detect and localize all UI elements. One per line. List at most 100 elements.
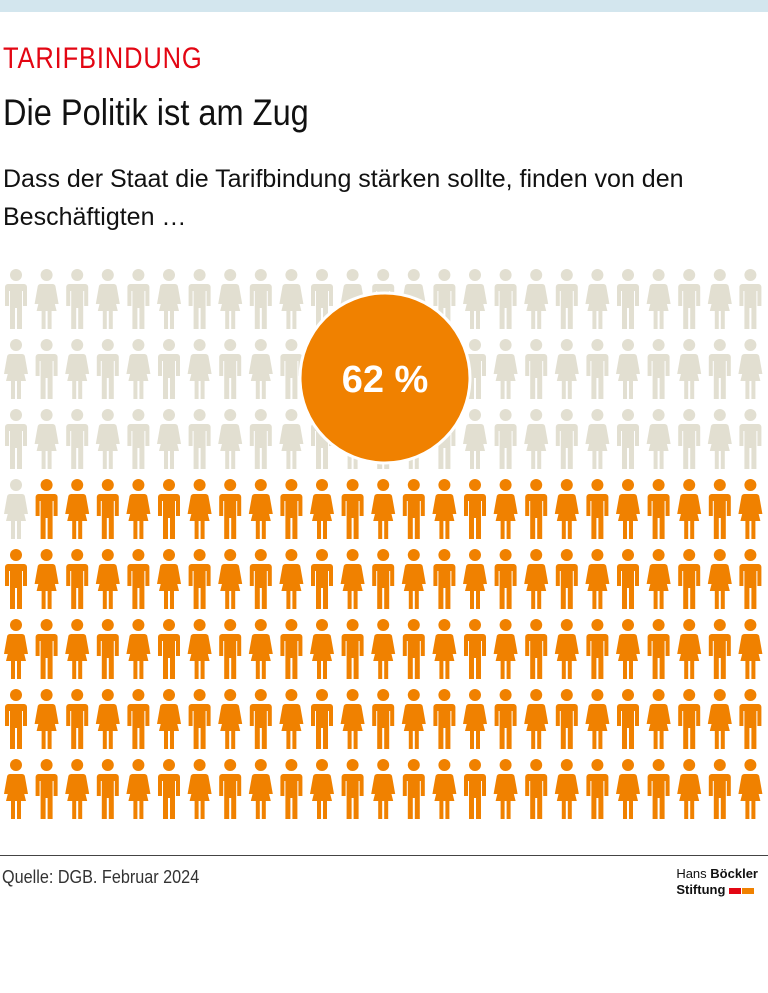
icon-head bbox=[346, 479, 359, 491]
icon-body bbox=[586, 634, 609, 679]
icon-head bbox=[469, 689, 481, 701]
icon-body bbox=[707, 424, 732, 469]
icon-filled bbox=[372, 549, 395, 609]
icon-head bbox=[622, 479, 634, 491]
icon-body bbox=[738, 354, 763, 399]
icon-filled bbox=[34, 549, 59, 609]
icon-head bbox=[530, 759, 543, 771]
icon-body bbox=[157, 564, 181, 609]
icon-body bbox=[218, 424, 243, 469]
icon-filled bbox=[311, 549, 333, 609]
icon-body bbox=[34, 704, 59, 749]
icon-filled bbox=[35, 619, 58, 679]
icon-filled bbox=[127, 549, 150, 609]
icon-head bbox=[132, 689, 145, 701]
icon-body bbox=[157, 284, 181, 329]
icon-body bbox=[219, 774, 242, 819]
icon-head bbox=[683, 549, 696, 561]
icon-filled bbox=[372, 689, 395, 749]
icon-filled bbox=[464, 619, 486, 679]
icon-empty bbox=[585, 409, 610, 469]
icon-body bbox=[249, 704, 272, 749]
icon-empty bbox=[157, 269, 181, 329]
icon-head bbox=[469, 409, 481, 421]
icon-head bbox=[377, 269, 390, 281]
icon-head bbox=[622, 619, 634, 631]
icon-empty bbox=[739, 269, 762, 329]
icon-head bbox=[683, 269, 696, 281]
icon-filled bbox=[493, 759, 518, 819]
icon-body bbox=[187, 774, 212, 819]
icon-head bbox=[10, 619, 22, 631]
icon-filled bbox=[279, 549, 304, 609]
icon-empty bbox=[279, 409, 304, 469]
icon-head bbox=[683, 619, 696, 631]
icon-body bbox=[433, 704, 456, 749]
icon-body bbox=[372, 564, 395, 609]
icon-body bbox=[585, 284, 610, 329]
icon-filled bbox=[463, 549, 487, 609]
icon-head bbox=[560, 549, 573, 561]
icon-filled bbox=[524, 549, 549, 609]
icon-head bbox=[713, 619, 726, 631]
icon-empty bbox=[617, 269, 639, 329]
rule bbox=[0, 855, 768, 856]
icon-body bbox=[707, 704, 732, 749]
icon-filled bbox=[432, 479, 457, 539]
icon-filled bbox=[647, 619, 670, 679]
icon-head bbox=[132, 549, 145, 561]
icon-filled bbox=[280, 479, 303, 539]
icon-filled bbox=[432, 619, 457, 679]
icon-head bbox=[744, 479, 757, 491]
icon-head bbox=[407, 619, 420, 631]
icon-body bbox=[248, 774, 273, 819]
icon-head bbox=[560, 269, 573, 281]
icon-filled bbox=[585, 549, 610, 609]
icon-filled bbox=[617, 549, 639, 609]
icon-head bbox=[224, 689, 237, 701]
icon-body bbox=[493, 774, 518, 819]
icon-body bbox=[708, 354, 731, 399]
icon-body bbox=[218, 704, 243, 749]
icon-body bbox=[188, 564, 211, 609]
icon-filled bbox=[371, 619, 396, 679]
icon-body bbox=[646, 704, 671, 749]
icon-filled bbox=[249, 549, 272, 609]
icon-head bbox=[713, 409, 726, 421]
icon-body bbox=[279, 704, 304, 749]
icon-head bbox=[316, 269, 328, 281]
icon-empty bbox=[555, 409, 578, 469]
icon-filled bbox=[187, 759, 212, 819]
icon-head bbox=[285, 409, 298, 421]
icon-filled bbox=[158, 619, 180, 679]
icon-head bbox=[499, 759, 512, 771]
icon-body bbox=[188, 424, 211, 469]
icon-head bbox=[713, 269, 726, 281]
icon-filled bbox=[554, 619, 579, 679]
icon-head bbox=[591, 409, 604, 421]
icon-head bbox=[713, 549, 726, 561]
icon-body bbox=[95, 424, 120, 469]
icon-body bbox=[586, 774, 609, 819]
icon-body bbox=[248, 634, 273, 679]
icon-filled bbox=[310, 759, 334, 819]
icon-body bbox=[95, 284, 120, 329]
icon-head bbox=[316, 689, 328, 701]
icon-empty bbox=[524, 269, 549, 329]
icon-head bbox=[377, 759, 390, 771]
icon-filled bbox=[586, 479, 609, 539]
icon-filled bbox=[34, 689, 59, 749]
icon-body bbox=[310, 494, 334, 539]
icon-head bbox=[346, 759, 359, 771]
icon-filled bbox=[432, 759, 457, 819]
icon-head bbox=[377, 689, 390, 701]
icon-body bbox=[401, 564, 426, 609]
icon-head bbox=[560, 619, 573, 631]
icon-filled bbox=[218, 549, 243, 609]
icon-head bbox=[652, 689, 665, 701]
icon-head bbox=[193, 269, 206, 281]
icon-body bbox=[96, 634, 119, 679]
icon-body bbox=[646, 564, 671, 609]
icon-filled bbox=[371, 759, 396, 819]
icon-filled bbox=[310, 479, 334, 539]
